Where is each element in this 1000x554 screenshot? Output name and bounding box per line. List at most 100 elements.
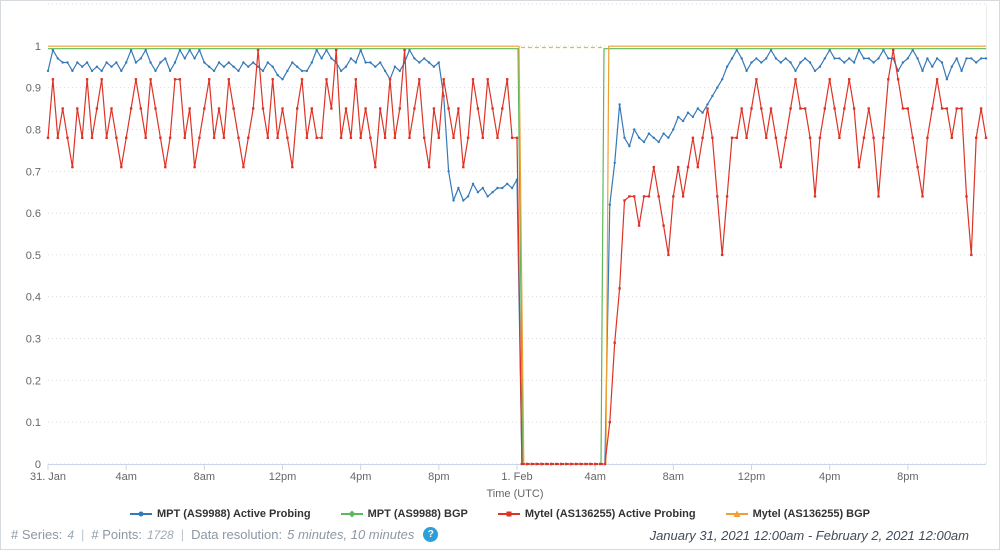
marker [931, 65, 934, 68]
marker [525, 462, 528, 466]
marker [418, 61, 421, 64]
marker [945, 78, 949, 81]
marker [379, 61, 382, 64]
x-tick-label: 8pm [897, 471, 918, 483]
marker [354, 61, 357, 64]
marker [877, 195, 880, 198]
legend-swatch-square-icon [497, 511, 520, 517]
marker [696, 165, 699, 169]
marker [667, 136, 670, 139]
help-icon[interactable]: ? [423, 527, 439, 542]
series-count-value: 4 [67, 527, 74, 542]
marker [252, 107, 255, 110]
marker [921, 195, 924, 198]
y-tick-label: 0.3 [26, 334, 41, 346]
marker [81, 65, 84, 68]
marker [681, 119, 685, 123]
marker [896, 78, 900, 81]
marker [95, 107, 99, 110]
marker [667, 253, 670, 257]
marker [818, 136, 822, 139]
legend-item-mytel-active-probing[interactable]: Mytel (AS136255) Active Probing [497, 508, 696, 520]
marker [633, 128, 636, 131]
marker [662, 132, 665, 135]
marker [105, 61, 108, 64]
marker [423, 136, 426, 139]
marker [61, 61, 64, 64]
marker [677, 165, 680, 169]
marker [628, 145, 631, 148]
marker [633, 195, 636, 198]
legend-item-mpt-active-probing[interactable]: MPT (AS9988) Active Probing [129, 508, 311, 520]
marker [320, 57, 323, 60]
marker [618, 103, 621, 106]
marker [374, 165, 377, 169]
marker [960, 69, 963, 73]
marker [242, 165, 245, 169]
marker [535, 462, 538, 466]
marker [882, 48, 885, 52]
marker [481, 136, 484, 139]
marker [589, 462, 592, 466]
marker [970, 253, 973, 257]
marker [408, 48, 411, 52]
timeseries-chart[interactable]: Time (UTC) 0 0.1 0.2 0.3 0.4 0.5 0.6 0.7 0.8 0.9 1… [1, 1, 1000, 506]
marker [882, 136, 885, 139]
separator: | [180, 527, 185, 542]
legend-item-mpt-bgp[interactable]: MPT (AS9988) BGP [340, 508, 468, 520]
marker [647, 195, 651, 198]
marker [916, 165, 919, 169]
marker [125, 61, 128, 64]
marker [344, 65, 348, 68]
marker [725, 65, 729, 68]
marker [149, 61, 152, 64]
marker [955, 57, 958, 60]
marker [765, 136, 768, 139]
marker [740, 57, 743, 60]
marker [457, 186, 460, 190]
marker [471, 182, 475, 185]
marker [46, 136, 50, 139]
marker [466, 195, 470, 198]
marker [506, 182, 509, 185]
marker [452, 136, 455, 139]
marker [677, 115, 680, 119]
x-tick-label: 4pm [819, 471, 840, 483]
marker [750, 61, 753, 64]
marker [623, 136, 626, 139]
marker [281, 78, 284, 81]
marker [403, 48, 406, 52]
marker [159, 136, 162, 139]
marker [305, 69, 309, 73]
x-tick-label: 8am [663, 471, 684, 483]
marker [608, 421, 611, 424]
series-line-2 [47, 49, 987, 465]
marker [960, 107, 963, 110]
y-tick-label: 0.1 [26, 417, 41, 429]
marker [652, 165, 655, 169]
marker [432, 65, 436, 68]
marker [437, 61, 440, 64]
x-tick-label: 4am [115, 471, 136, 483]
marker [672, 128, 675, 131]
marker [926, 57, 929, 60]
marker [154, 69, 157, 73]
marker [828, 48, 831, 52]
marker [838, 57, 841, 60]
legend-label: Mytel (AS136255) Active Probing [524, 508, 696, 520]
marker [398, 69, 401, 73]
marker [686, 111, 690, 114]
marker [447, 107, 450, 110]
marker [369, 61, 372, 64]
marker [706, 107, 709, 110]
marker [642, 195, 646, 198]
marker [559, 462, 563, 466]
y-tick-label: 0.2 [26, 375, 41, 387]
marker [769, 48, 773, 52]
marker [110, 107, 113, 110]
legend-item-mytel-bgp[interactable]: Mytel (AS136255) BGP [725, 508, 870, 520]
marker [164, 165, 167, 169]
marker [613, 341, 616, 344]
marker [266, 136, 269, 139]
marker [330, 57, 333, 60]
